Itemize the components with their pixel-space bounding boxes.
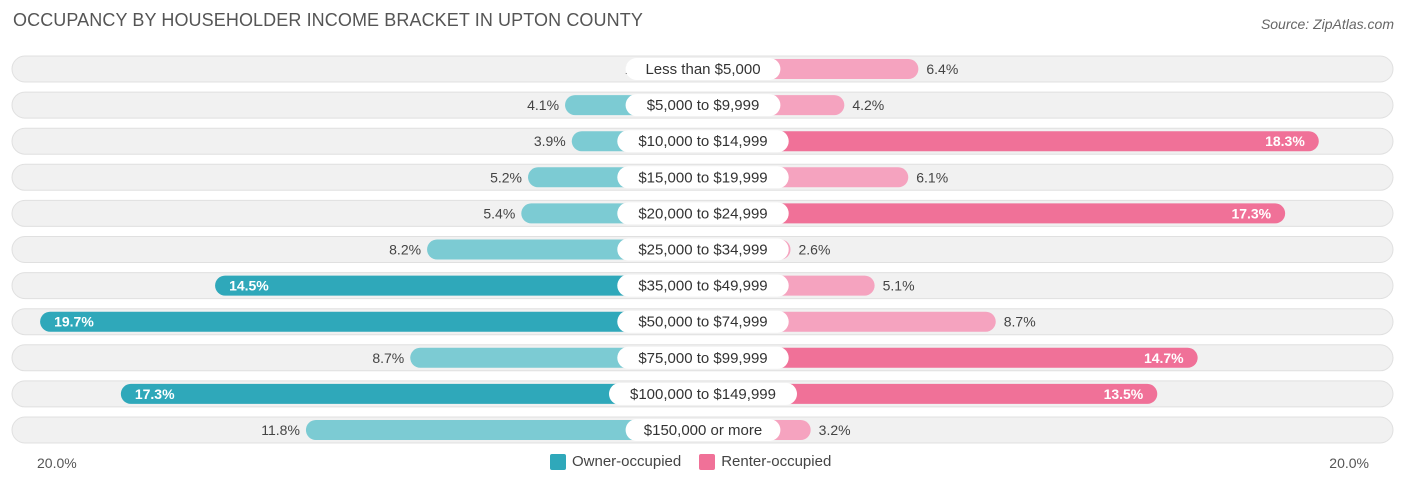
axis-left-label: 20.0% [37,455,77,471]
renter-value-label: 13.5% [1104,386,1144,402]
category-label-group: $5,000 to $9,999 [625,94,781,117]
category-label: $25,000 to $34,999 [638,242,767,259]
category-pill [617,238,789,261]
owner-value-label: 8.2% [389,242,421,258]
category-label: Less than $5,000 [645,61,760,78]
renter-value-label: 2.6% [798,242,830,258]
category-pill [617,166,789,189]
category-label: $15,000 to $19,999 [638,169,767,186]
renter-bar [703,383,1158,404]
chart-title: OCCUPANCY BY HOUSEHOLDER INCOME BRACKET … [13,10,643,30]
legend: Owner-occupied Renter-occupied [550,453,849,470]
category-label-group: $20,000 to $24,999 [617,202,789,225]
renter-bar [703,131,1319,152]
owner-value-label: 4.1% [527,97,559,113]
owner-value-label: 3.9% [534,133,566,149]
renter-value-label: 17.3% [1231,205,1271,221]
category-label: $20,000 to $24,999 [638,205,767,222]
renter-value-label: 8.7% [1004,314,1036,330]
source-label: Source: ZipAtlas.com [1260,16,1394,32]
renter-value-label: 18.3% [1265,133,1305,149]
legend-swatch-renter [699,453,716,470]
renter-value-label: 6.1% [916,169,948,185]
owner-bar [305,420,703,440]
category-label-group: $75,000 to $99,999 [617,346,789,369]
renter-value-label: 6.4% [926,61,958,77]
owner-bar [120,383,704,404]
renter-bar [703,347,1198,368]
axis-right-label: 20.0% [1329,455,1369,471]
owner-value-label: 5.4% [483,205,515,221]
category-label-group: $35,000 to $49,999 [617,274,789,297]
category-label-group: $100,000 to $149,999 [609,382,797,405]
category-pill [617,310,789,333]
category-pill [617,346,789,369]
renter-value-label: 4.2% [852,97,884,113]
category-label: $50,000 to $74,999 [638,314,767,331]
renter-value-label: 3.2% [819,422,851,438]
owner-value-label: 17.3% [135,386,175,402]
legend-swatch-owner [550,453,566,470]
owner-value-label: 5.2% [490,169,522,185]
category-label: $75,000 to $99,999 [638,350,767,367]
category-label-group: $25,000 to $34,999 [617,238,789,261]
owner-value-label: 11.8% [261,422,300,438]
legend-label-owner: Owner-occupied [572,453,682,470]
category-pill [609,382,797,405]
owner-value-label: 19.7% [54,314,94,330]
renter-value-label: 14.7% [1144,350,1184,366]
category-pill [617,274,789,297]
category-label: $35,000 to $49,999 [638,278,767,295]
category-pill [625,419,781,441]
category-label-group: Less than $5,000 [625,58,781,80]
category-pill [617,202,789,225]
legend-label-renter: Renter-occupied [721,453,832,470]
owner-bar [215,275,703,296]
renter-bar [703,203,1286,224]
category-label-group: $50,000 to $74,999 [617,310,789,333]
category-label: $150,000 or more [644,422,762,439]
category-label-group: $150,000 or more [625,419,781,441]
category-label: $10,000 to $14,999 [638,133,767,150]
category-pill [617,130,789,153]
category-label-group: $15,000 to $19,999 [617,166,789,189]
owner-bar [40,311,704,332]
category-pill [625,94,781,117]
legend-item-owner: Owner-occupied [550,453,681,470]
owner-value-label: 8.7% [372,350,404,366]
renter-value-label: 5.1% [883,278,915,294]
legend-item-renter: Renter-occupied [699,453,831,470]
category-label: $100,000 to $149,999 [630,386,776,403]
category-pill [625,58,781,80]
category-label-group: $10,000 to $14,999 [617,130,789,153]
owner-value-label: 14.5% [229,278,269,294]
category-label: $5,000 to $9,999 [647,97,760,114]
